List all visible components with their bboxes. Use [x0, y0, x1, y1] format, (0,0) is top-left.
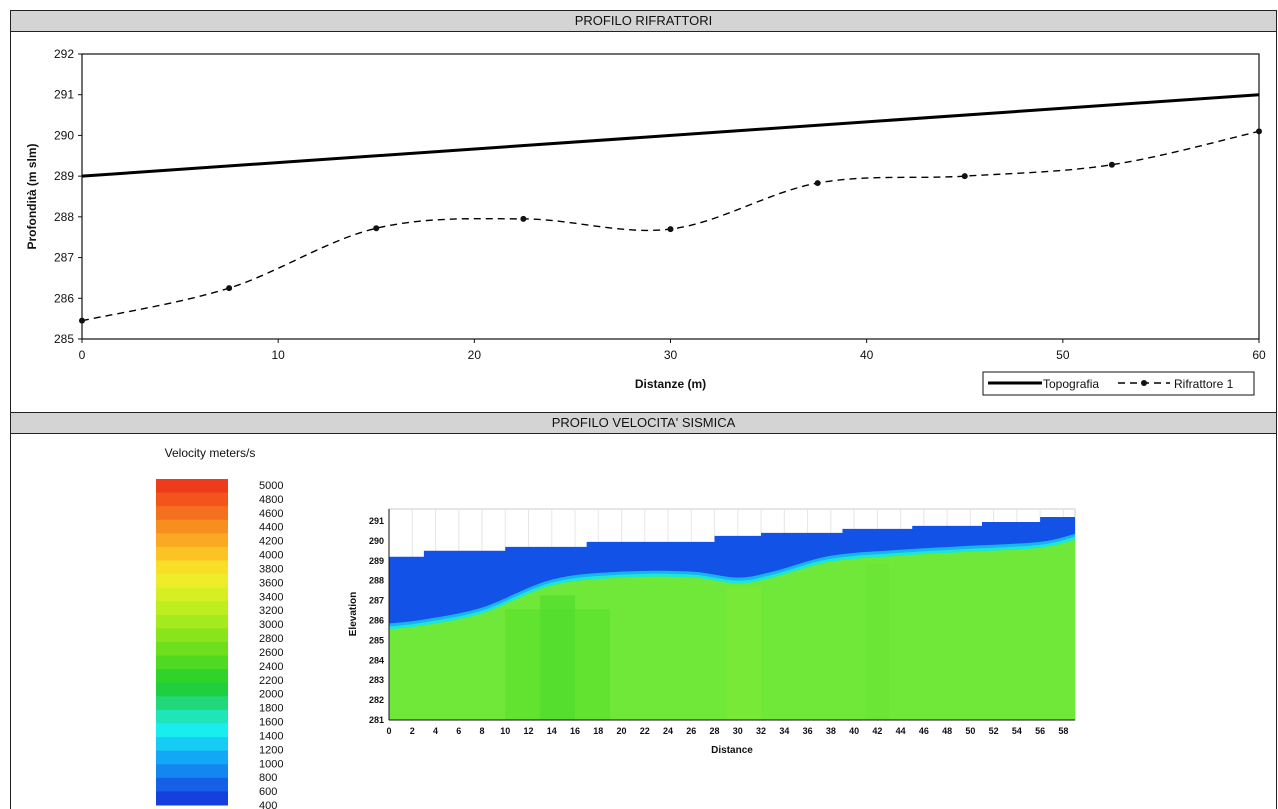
x-tick-label: 50 — [1056, 348, 1070, 362]
y-tick-label: 290 — [54, 128, 74, 142]
x-tick-label: 10 — [271, 348, 285, 362]
series-line-rifrattore-1 — [81, 130, 1260, 322]
refractor-profile-chart: 285 286 287 288 289 290 291 292 0 10 20 30 40 50 60 Dis… — [25, 47, 1266, 396]
panel-title-velocity: PROFILO VELOCITA' SISMICA — [10, 412, 1277, 434]
x-tick-label: 60 — [1252, 348, 1266, 362]
y-tick-label: 287 — [54, 251, 74, 265]
series-line-topografia — [81, 93, 1260, 178]
y-axis-label: Profondità (m slm) — [25, 143, 39, 249]
chart-legend: Topografia Rifrattore 1 — [982, 371, 1255, 396]
y-tick-label: 292 — [54, 47, 74, 61]
x-tick-label: 20 — [468, 348, 482, 362]
x-tick-label: 30 — [664, 348, 678, 362]
y-tick-label: 286 — [54, 291, 74, 305]
legend-marker-rifrattore-1 — [1141, 380, 1147, 386]
data-point-rifrattore-1 — [1108, 161, 1115, 168]
data-point-rifrattore-1 — [79, 317, 85, 324]
x-axis-label: Distanze (m) — [635, 377, 706, 391]
data-point-rifrattore-1 — [1256, 128, 1262, 135]
data-point-rifrattore-1 — [373, 225, 380, 232]
plot-area — [81, 53, 1260, 340]
legend-label-rifrattore-1: Rifrattore 1 — [1174, 377, 1234, 391]
y-tick-label: 291 — [54, 88, 74, 102]
y-tick-label: 285 — [54, 332, 74, 346]
legend-label-topografia: Topografia — [1043, 377, 1099, 391]
y-tick-label: 288 — [54, 210, 74, 224]
x-tick-label: 40 — [860, 348, 874, 362]
data-point-rifrattore-1 — [814, 180, 821, 187]
data-point-rifrattore-1 — [961, 173, 968, 180]
data-point-rifrattore-1 — [520, 215, 527, 222]
data-point-rifrattore-1 — [667, 226, 674, 233]
data-point-rifrattore-1 — [226, 285, 233, 292]
y-tick-label: 289 — [54, 169, 74, 183]
panel-title-refractors: PROFILO RIFRATTORI — [10, 10, 1277, 32]
x-tick-label: 0 — [79, 348, 86, 362]
